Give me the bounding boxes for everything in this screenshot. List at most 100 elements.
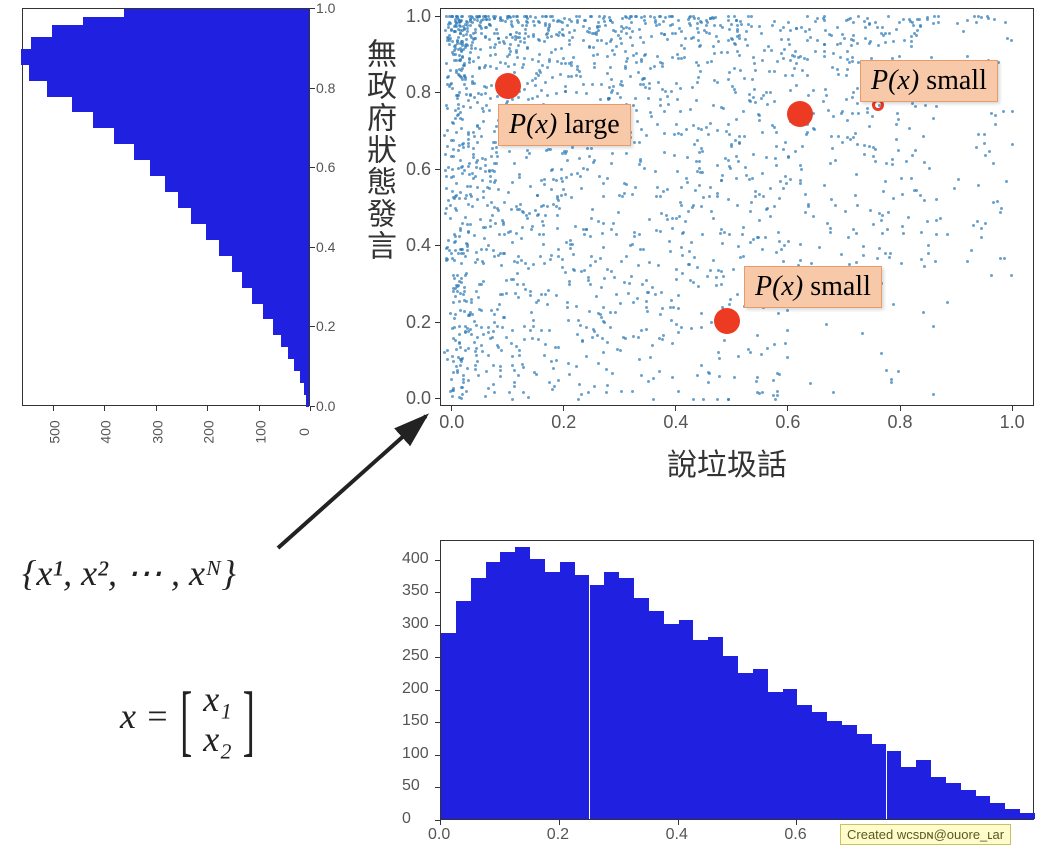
scatter-point: [806, 131, 809, 134]
scatter-point: [466, 367, 469, 370]
scatter-point: [923, 161, 926, 164]
scatter-point: [852, 21, 855, 24]
scatter-point: [465, 33, 468, 36]
scatter-point: [911, 154, 914, 157]
scatter-point: [595, 295, 598, 298]
scatter-point: [836, 26, 839, 29]
scatter-point: [537, 74, 540, 77]
scatter-point: [507, 65, 510, 68]
scatter-point: [599, 257, 602, 260]
scatter-point: [532, 319, 535, 322]
scatter-point: [861, 332, 864, 335]
scatter-point: [689, 24, 692, 27]
scatter-point: [973, 15, 976, 18]
scatter-point: [448, 85, 451, 88]
scatter-point: [508, 53, 511, 56]
scatter-point: [809, 382, 812, 385]
hist-bar: [1020, 813, 1035, 820]
scatter-point: [457, 103, 460, 106]
hist-bar: [723, 656, 738, 819]
scatter-point: [464, 197, 467, 200]
scatter-point: [562, 188, 565, 191]
scatter-point: [491, 336, 494, 339]
scatter-point: [582, 25, 585, 28]
scatter-point: [490, 201, 493, 204]
scatter-point: [565, 150, 568, 153]
scatter-point: [715, 35, 718, 38]
scatter-point: [712, 259, 715, 262]
scatter-point: [657, 264, 660, 267]
scatter-point: [476, 101, 479, 104]
probability-callout: P(x) small: [744, 266, 882, 308]
scatter-point: [606, 341, 609, 344]
scatter-point: [488, 109, 491, 112]
scatter-point: [680, 246, 683, 249]
hist-bar: [191, 208, 309, 224]
scatter-point: [605, 391, 608, 394]
scatter-point: [511, 25, 514, 28]
scatter-point: [825, 94, 828, 97]
scatter-point: [478, 66, 481, 69]
hist-bar: [114, 128, 309, 144]
scatter-point: [966, 260, 969, 263]
scatter-point: [782, 26, 785, 29]
scatter-point: [630, 275, 633, 278]
scatter-point: [459, 364, 462, 367]
scatter-point: [765, 91, 768, 94]
scatter-point: [531, 225, 534, 228]
scatter-point: [829, 227, 832, 230]
scatter-point: [712, 104, 715, 107]
scatter-point: [697, 127, 700, 130]
scatter-point: [462, 252, 465, 255]
scatter-point: [758, 114, 761, 117]
scatter-point: [631, 30, 634, 33]
scatter-point: [881, 214, 884, 217]
scatter-point: [692, 204, 695, 207]
scatter-point: [543, 40, 546, 43]
density-marker: [787, 101, 813, 127]
scatter-point: [444, 29, 447, 32]
scatter-point: [916, 29, 919, 32]
scatter-point: [725, 130, 728, 133]
scatter-point: [451, 395, 454, 398]
scatter-point: [524, 288, 527, 291]
scatter-point: [806, 39, 809, 42]
scatter-point: [765, 156, 768, 159]
scatter-point: [613, 53, 616, 56]
scatter-point: [465, 38, 468, 41]
scatter-point: [980, 236, 983, 239]
scatter-point: [466, 245, 469, 248]
scatter-point: [469, 24, 472, 27]
hist-bar: [232, 256, 309, 272]
scatter-point: [494, 43, 497, 46]
scatter-point: [551, 388, 554, 391]
scatter-point: [502, 252, 505, 255]
scatter-point: [565, 176, 568, 179]
scatter-point: [455, 209, 458, 212]
scatter-ytick: 1.0: [406, 6, 431, 27]
scatter-point: [518, 32, 521, 35]
tophist-ytick: 0.8: [316, 80, 335, 96]
callout-math: P(x): [755, 271, 803, 302]
scatter-point: [570, 196, 573, 199]
scatter-point: [457, 149, 460, 152]
scatter-point: [499, 369, 502, 372]
scatter-point: [593, 62, 596, 65]
scatter-ylabel: 無政府狀態發言: [356, 38, 400, 262]
scatter-point: [839, 56, 842, 59]
scatter-point: [727, 123, 730, 126]
scatter-point: [644, 22, 647, 25]
scatter-point: [543, 262, 546, 265]
scatter-point: [456, 39, 459, 42]
scatter-point: [452, 360, 455, 363]
scatter-point: [946, 233, 949, 236]
scatter-point: [493, 321, 496, 324]
scatter-point: [639, 36, 642, 39]
scatter-point: [779, 180, 782, 183]
scatter-point: [676, 98, 679, 101]
scatter-point: [497, 188, 500, 191]
scatter-point: [1006, 37, 1009, 40]
scatter-point: [763, 49, 766, 52]
scatter-point: [638, 358, 641, 361]
scatter-point: [754, 195, 757, 198]
